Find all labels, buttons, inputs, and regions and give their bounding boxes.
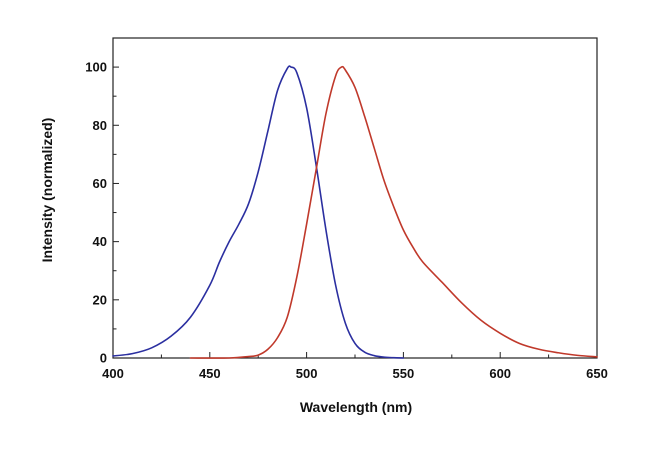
y-tick-label: 60 — [93, 176, 107, 191]
x-tick-label: 500 — [296, 366, 318, 381]
y-tick-label: 20 — [93, 292, 107, 307]
x-axis-ticks: 400 450 500 550 600 650 — [102, 352, 608, 381]
y-axis-ticks: 0 20 40 60 80 100 — [85, 37, 119, 366]
series-lines — [112, 65, 598, 359]
x-tick-label: 600 — [489, 366, 511, 381]
y-tick-label: 0 — [100, 351, 107, 366]
x-tick-label: 650 — [586, 366, 608, 381]
series-line-1 — [112, 65, 405, 359]
x-axis-label: Wavelength (nm) — [300, 399, 412, 415]
x-tick-label: 400 — [102, 366, 124, 381]
series-line-2 — [189, 65, 598, 359]
y-axis-label: Intensity (normalized) — [39, 118, 55, 263]
y-tick-label: 80 — [93, 118, 107, 133]
x-tick-label: 550 — [393, 366, 415, 381]
y-tick-label: 40 — [93, 234, 107, 249]
y-tick-label: 100 — [85, 60, 107, 75]
x-tick-label: 450 — [199, 366, 221, 381]
